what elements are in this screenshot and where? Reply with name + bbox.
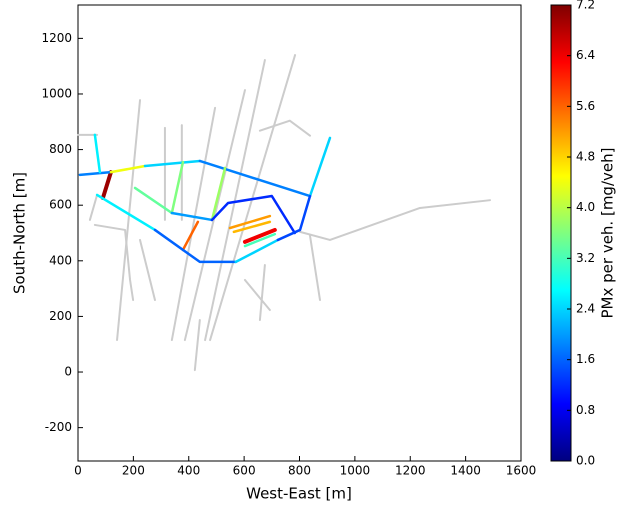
x-tick-label: 1000 <box>340 464 371 478</box>
x-tick-label: 0 <box>74 464 82 478</box>
emission-edge <box>232 220 272 234</box>
x-tick-label: 400 <box>177 464 200 478</box>
colorbar-tick-label: 0.0 <box>576 454 595 468</box>
road <box>93 223 135 302</box>
y-tick-label: 800 <box>49 142 72 156</box>
emission-edge <box>170 211 214 222</box>
colorbar-tick-label: 1.6 <box>576 352 595 366</box>
emission-edge <box>198 159 312 198</box>
plot-area <box>77 4 522 462</box>
x-tick-label: 800 <box>288 464 311 478</box>
emission-edge <box>276 194 312 242</box>
y-tick-label: 600 <box>49 198 72 212</box>
y-tick-label: -200 <box>45 420 72 434</box>
emission-edge <box>228 214 272 230</box>
emission-edge <box>93 133 102 174</box>
road <box>258 119 312 137</box>
road <box>139 238 156 302</box>
road <box>299 199 491 241</box>
x-tick-label: 200 <box>122 464 145 478</box>
colorbar-tick-label: 6.4 <box>576 48 595 62</box>
emission-edge <box>242 227 277 244</box>
emission-edge <box>243 232 277 248</box>
emission-edge <box>133 186 174 215</box>
emission-edge <box>170 160 185 215</box>
emission-edge <box>210 166 227 222</box>
colorbar-label: PMx per veh. [mg/veh] <box>599 148 617 319</box>
y-tick-label: 200 <box>49 309 72 323</box>
emission-edge <box>210 194 297 235</box>
emission-edge <box>153 228 238 264</box>
emission-edge <box>181 220 200 252</box>
emission-edge <box>95 193 157 232</box>
colorbar-tick-label: 0.8 <box>576 403 595 417</box>
colorbar-tick-label: 4.8 <box>576 150 595 164</box>
road <box>170 106 217 342</box>
colorbar-tick-label: 3.2 <box>576 251 595 265</box>
x-tick-label: 1200 <box>395 464 426 478</box>
road <box>204 59 266 342</box>
x-axis-label: West-East [m] <box>246 485 352 503</box>
road <box>258 263 266 322</box>
colorbar <box>550 4 572 462</box>
emission-edge <box>78 170 113 177</box>
y-tick-label: 1000 <box>41 86 72 100</box>
y-tick-label: 0 <box>64 365 72 379</box>
emission-edge <box>143 159 202 168</box>
road <box>209 54 297 342</box>
emission-edge <box>308 136 332 198</box>
colorbar-tick-label: 7.2 <box>576 0 595 12</box>
x-tick-label: 1400 <box>450 464 481 478</box>
road <box>88 193 99 221</box>
x-tick-label: 1600 <box>506 464 537 478</box>
road <box>193 319 201 372</box>
y-tick-label: 1200 <box>41 31 72 45</box>
y-axis-label: South-North [m] <box>11 172 29 294</box>
colorbar-tick-label: 2.4 <box>576 302 595 316</box>
y-tick-label: 400 <box>49 253 72 267</box>
emission-edge <box>100 170 113 200</box>
colorbar-tick-label: 5.6 <box>576 99 595 113</box>
road <box>243 278 271 312</box>
colorbar-tick-label: 4.0 <box>576 200 595 214</box>
x-tick-label: 600 <box>233 464 256 478</box>
emission-edge <box>234 238 280 264</box>
emission-edge <box>109 164 147 174</box>
road <box>309 234 321 302</box>
road <box>116 99 142 342</box>
